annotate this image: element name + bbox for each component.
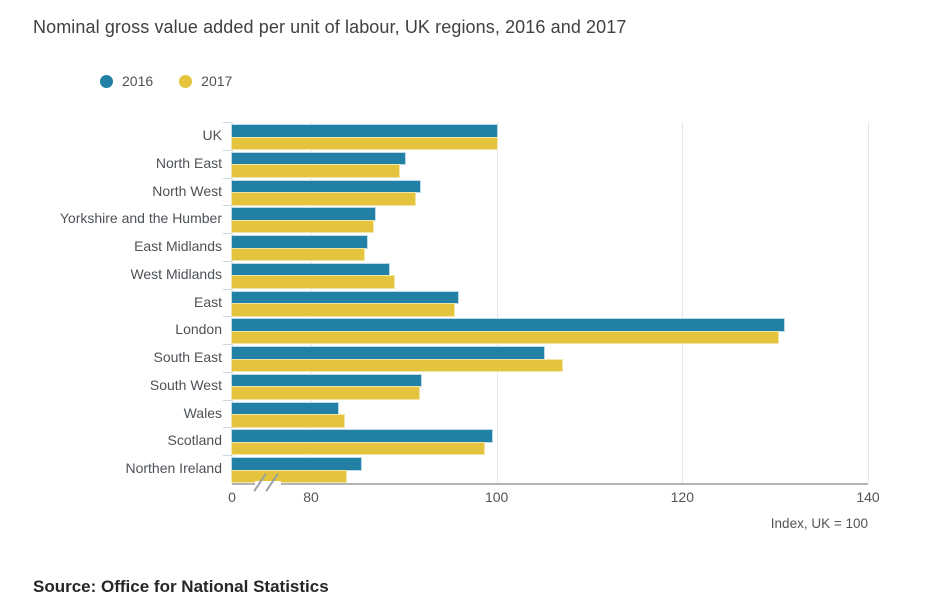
category-label: Scotland — [167, 432, 222, 449]
bar-2017 — [232, 387, 419, 399]
bar-2017 — [232, 442, 484, 455]
bar-2016 — [232, 263, 389, 276]
category-label: South East — [153, 349, 223, 366]
category-label: UK — [202, 127, 222, 143]
category-axis-tick — [223, 427, 232, 429]
category-label: West Midlands — [130, 265, 222, 282]
chart-title: Nominal gross value added per unit of la… — [33, 17, 627, 37]
bar-2016 — [232, 125, 497, 137]
bar-2017 — [232, 137, 497, 149]
category-label: South West — [149, 376, 222, 393]
bar-2017 — [232, 248, 364, 261]
bar-2017 — [232, 415, 345, 427]
bar-2017 — [232, 359, 562, 372]
bar-2016 — [232, 236, 367, 248]
category-axis-tick — [223, 260, 232, 262]
category-label: East Midlands — [134, 238, 222, 255]
bar-2016 — [232, 402, 338, 415]
gridline — [868, 122, 869, 483]
bar-2016 — [232, 430, 493, 442]
bar-2016 — [232, 374, 422, 387]
legend-item-2017[interactable]: 2017 — [179, 73, 232, 89]
bar-2016 — [232, 458, 362, 470]
category-label: North West — [152, 182, 222, 199]
category-axis-tick — [223, 122, 232, 123]
bar-2017 — [232, 193, 415, 205]
bar-2017 — [232, 220, 374, 233]
x-tick-label: 100 — [484, 489, 509, 505]
category-axis-tick — [223, 149, 232, 151]
bar-2017 — [232, 470, 347, 483]
legend-label-2016: 2016 — [122, 73, 154, 89]
x-tick-label: 80 — [303, 489, 319, 505]
category-axis-tick — [223, 316, 232, 318]
category-axis: UK North East North West Yorkshire and the … — [0, 122, 222, 483]
category-axis-tick — [223, 233, 232, 235]
bar-2017 — [232, 276, 394, 288]
x-tick-label: 0 — [228, 489, 236, 505]
category-label: East — [193, 293, 222, 310]
legend-label-2017: 2017 — [201, 73, 233, 89]
bar-2016 — [232, 291, 458, 304]
gridline — [496, 122, 498, 483]
category-axis-tick — [223, 371, 232, 373]
axis-break-gap — [255, 481, 281, 487]
bar-2016 — [232, 319, 784, 331]
category-axis-tick — [223, 288, 232, 290]
gridline — [682, 122, 684, 483]
plot-area — [223, 122, 869, 483]
x-axis-line — [232, 483, 868, 485]
bar-2017 — [232, 165, 400, 177]
category-label: Yorkshire and the Humber — [59, 210, 222, 227]
category-label: Wales — [183, 404, 222, 421]
category-axis-tick — [223, 205, 232, 207]
x-tick-label: 140 — [856, 489, 880, 505]
category-axis-tick — [223, 344, 232, 346]
category-axis-tick — [223, 455, 232, 457]
bar-2017 — [232, 331, 778, 344]
bar-2016 — [232, 347, 544, 359]
bar-2016 — [232, 152, 405, 165]
x-tick-label: 120 — [670, 489, 695, 505]
legend: 2016 2017 — [100, 73, 232, 89]
bar-2016 — [232, 208, 376, 220]
category-label: North East — [155, 154, 222, 171]
category-label: London — [175, 321, 222, 338]
category-label: Northen Ireland — [125, 460, 222, 477]
x-axis-tick-labels: 0 80 100 120 140 — [228, 489, 880, 507]
bar-2016 — [232, 180, 420, 193]
legend-item-2016[interactable]: 2016 — [100, 73, 153, 89]
source-note: Source: Office for National Statistics — [33, 577, 329, 596]
category-axis-tick — [223, 399, 232, 401]
axis-unit-note: Index, UK = 100 — [770, 516, 868, 531]
legend-marker-2016-icon — [100, 74, 113, 88]
legend-marker-2017-icon — [179, 74, 193, 88]
category-axis-tick — [223, 177, 232, 179]
bar-2017 — [232, 304, 454, 316]
